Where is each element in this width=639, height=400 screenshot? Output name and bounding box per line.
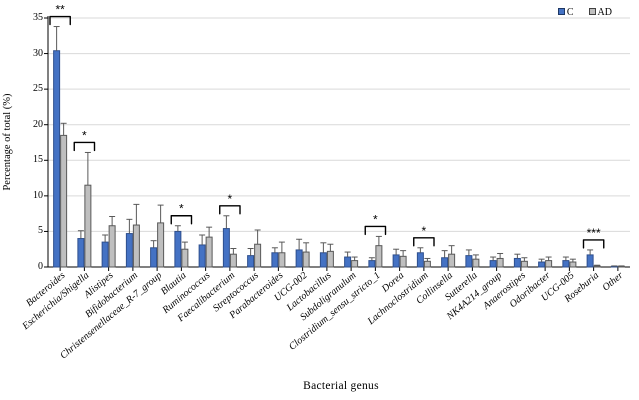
svg-text:*: *	[373, 212, 378, 226]
svg-text:**: **	[55, 3, 65, 17]
svg-text:*: *	[179, 202, 184, 216]
svg-text:***: ***	[587, 226, 601, 240]
svg-text:*: *	[228, 192, 233, 206]
svg-text:*: *	[82, 128, 87, 142]
svg-text:*: *	[422, 224, 427, 238]
